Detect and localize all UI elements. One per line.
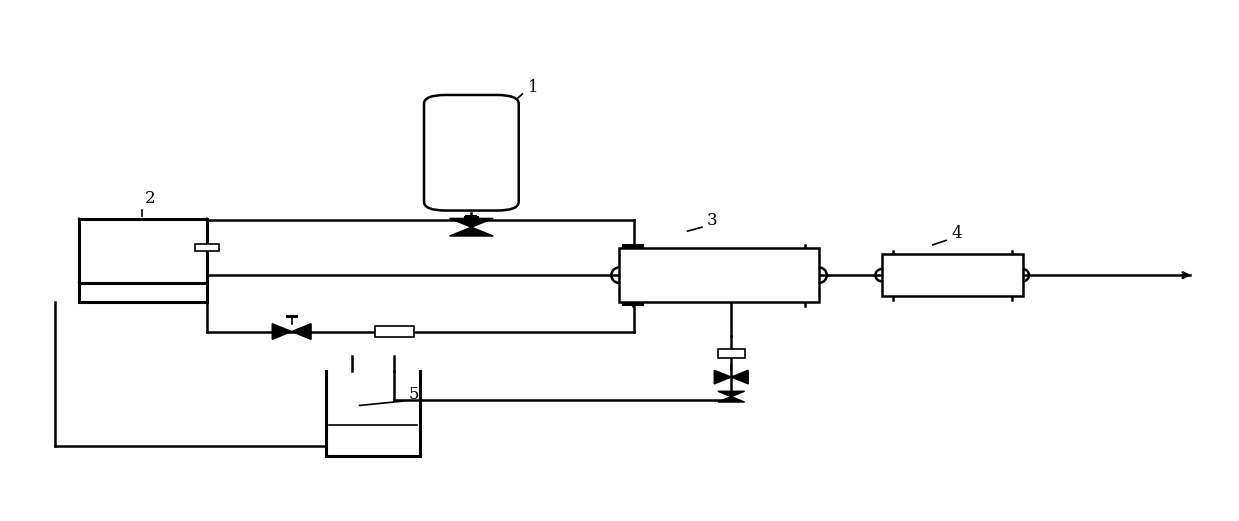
Bar [620, 248, 819, 302]
Bar [195, 244, 219, 252]
Polygon shape [291, 324, 311, 339]
Text: 5: 5 [408, 386, 419, 403]
Bar [717, 349, 745, 358]
Polygon shape [717, 391, 745, 396]
Polygon shape [731, 370, 748, 384]
Polygon shape [450, 227, 493, 236]
Text: 1: 1 [528, 79, 539, 95]
Bar [79, 282, 207, 302]
Polygon shape [273, 324, 291, 339]
Bar [882, 254, 1022, 296]
Bar [375, 326, 414, 337]
Polygon shape [714, 370, 731, 384]
Polygon shape [717, 396, 745, 402]
Text: 3: 3 [707, 212, 717, 229]
Text: 4: 4 [952, 225, 961, 242]
Polygon shape [450, 218, 493, 227]
Bar [622, 244, 644, 249]
Bar [622, 302, 644, 306]
Text: 2: 2 [145, 190, 155, 207]
Bar [79, 219, 207, 282]
Bar [465, 216, 478, 221]
Bar [466, 215, 477, 219]
FancyBboxPatch shape [424, 95, 519, 210]
Bar [285, 315, 297, 318]
